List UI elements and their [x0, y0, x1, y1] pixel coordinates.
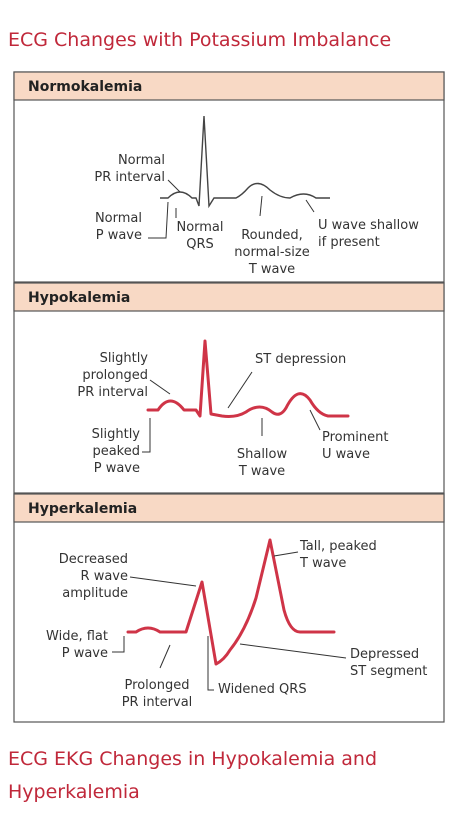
annotation: P wave	[62, 646, 108, 661]
annotation: T wave	[238, 464, 285, 479]
annotation: PR interval	[94, 170, 165, 185]
annotation: Prolonged	[125, 678, 190, 693]
annotation: P wave	[96, 228, 142, 243]
annotation: Normal	[176, 220, 223, 235]
annotation: peaked	[92, 444, 140, 459]
annotation: Slightly	[92, 427, 141, 442]
annotation: amplitude	[62, 586, 128, 601]
panel-heading: Hyperkalemia	[28, 501, 137, 517]
panel-heading: Hypokalemia	[28, 290, 130, 306]
ecg-trace	[146, 339, 350, 418]
ecg-trace	[126, 538, 336, 666]
annotation: ST depression	[255, 352, 346, 367]
annotation: Depressed	[350, 647, 419, 662]
annotation: T wave	[248, 262, 295, 277]
annotation: Normal	[95, 211, 142, 226]
caption-line: Hyperkalemia	[8, 781, 140, 803]
annotation: Decreased	[59, 552, 128, 567]
annotation: T wave	[299, 556, 346, 571]
leader-lines	[112, 179, 347, 691]
annotation: Prominent	[322, 430, 388, 445]
annotation: Slightly	[100, 351, 149, 366]
annotation: U wave	[322, 447, 370, 462]
panel-box	[13, 71, 445, 283]
annotation: R wave	[81, 569, 128, 584]
panel-heading: Normokalemia	[28, 79, 142, 95]
ecg-trace	[160, 115, 330, 209]
annotation: P wave	[94, 461, 140, 476]
annotation: normal-size	[234, 245, 309, 260]
annotation: Normal	[118, 153, 165, 168]
annotation: QRS	[186, 237, 214, 252]
annotation: Widened QRS	[218, 682, 307, 697]
labels: Normal PR interval Normal P wave Normal QRS Ro…	[46, 153, 427, 710]
annotation: if present	[318, 235, 380, 250]
caption-line: ECG EKG Changes in Hypokalemia and	[8, 748, 377, 770]
annotation: U wave shallow	[318, 218, 419, 233]
annotation: Tall, peaked	[299, 539, 377, 554]
panel-header	[13, 71, 445, 101]
annotation: Wide, flat	[46, 629, 108, 644]
annotation: PR interval	[77, 385, 148, 400]
annotation: Shallow	[237, 447, 288, 462]
panel-header	[13, 493, 445, 523]
annotation: Rounded,	[241, 228, 303, 243]
title: ECG Changes with Potassium Imbalance	[8, 29, 391, 51]
annotation: PR interval	[122, 695, 193, 710]
annotation: ST segment	[350, 664, 427, 679]
panel-header	[13, 282, 445, 312]
panel-box	[13, 493, 445, 723]
panel-boxes	[13, 71, 445, 723]
annotation: prolonged	[82, 368, 148, 383]
